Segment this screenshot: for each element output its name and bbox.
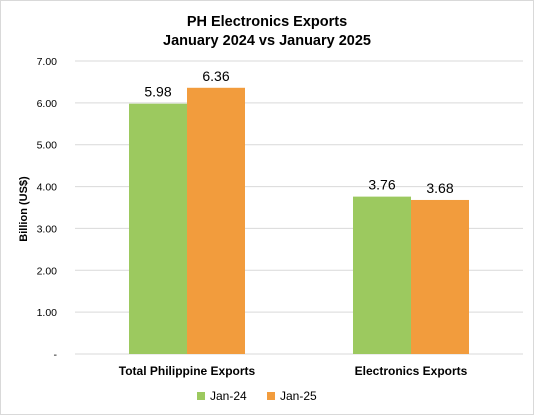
- data-labels: 5.98 6.36 3.76 3.68: [144, 68, 453, 196]
- y-tick-labels: - 1.00 2.00 3.00 4.00 5.00 6.00 7.00: [37, 56, 58, 361]
- bar: [187, 87, 245, 354]
- bars: [129, 87, 469, 355]
- x-tick-label: Total Philippine Exports: [119, 364, 256, 378]
- x-tick-labels: Total Philippine Exports Electronics Expo…: [119, 364, 468, 378]
- y-tick-label: 1.00: [37, 307, 58, 319]
- y-tick-label: 5.00: [37, 140, 58, 152]
- legend-swatch: [267, 392, 275, 400]
- y-tick-label: 3.00: [37, 223, 58, 235]
- x-tick-label: Electronics Exports: [355, 364, 468, 378]
- data-label: 5.98: [144, 84, 171, 100]
- data-label: 6.36: [202, 68, 229, 84]
- y-tick-label: 6.00: [37, 98, 58, 110]
- y-tick-label: -: [54, 349, 58, 361]
- bar: [411, 199, 469, 354]
- y-axis-label: Billion (US$): [18, 176, 30, 242]
- y-tick-label: 2.00: [37, 265, 58, 277]
- y-tick-label: 7.00: [37, 56, 58, 68]
- y-tick-label: 4.00: [37, 182, 58, 194]
- legend: Jan-24 Jan-25: [197, 389, 317, 403]
- legend-label: Jan-24: [210, 389, 247, 403]
- data-label: 3.76: [368, 177, 395, 193]
- legend-swatch: [197, 392, 205, 400]
- chart-title-line-2: January 2024 vs January 2025: [163, 33, 371, 49]
- bar: [129, 103, 187, 355]
- bar: [353, 196, 411, 354]
- data-label: 3.68: [426, 180, 453, 196]
- legend-label: Jan-25: [280, 389, 317, 403]
- chart-title-line-1: PH Electronics Exports: [187, 14, 347, 30]
